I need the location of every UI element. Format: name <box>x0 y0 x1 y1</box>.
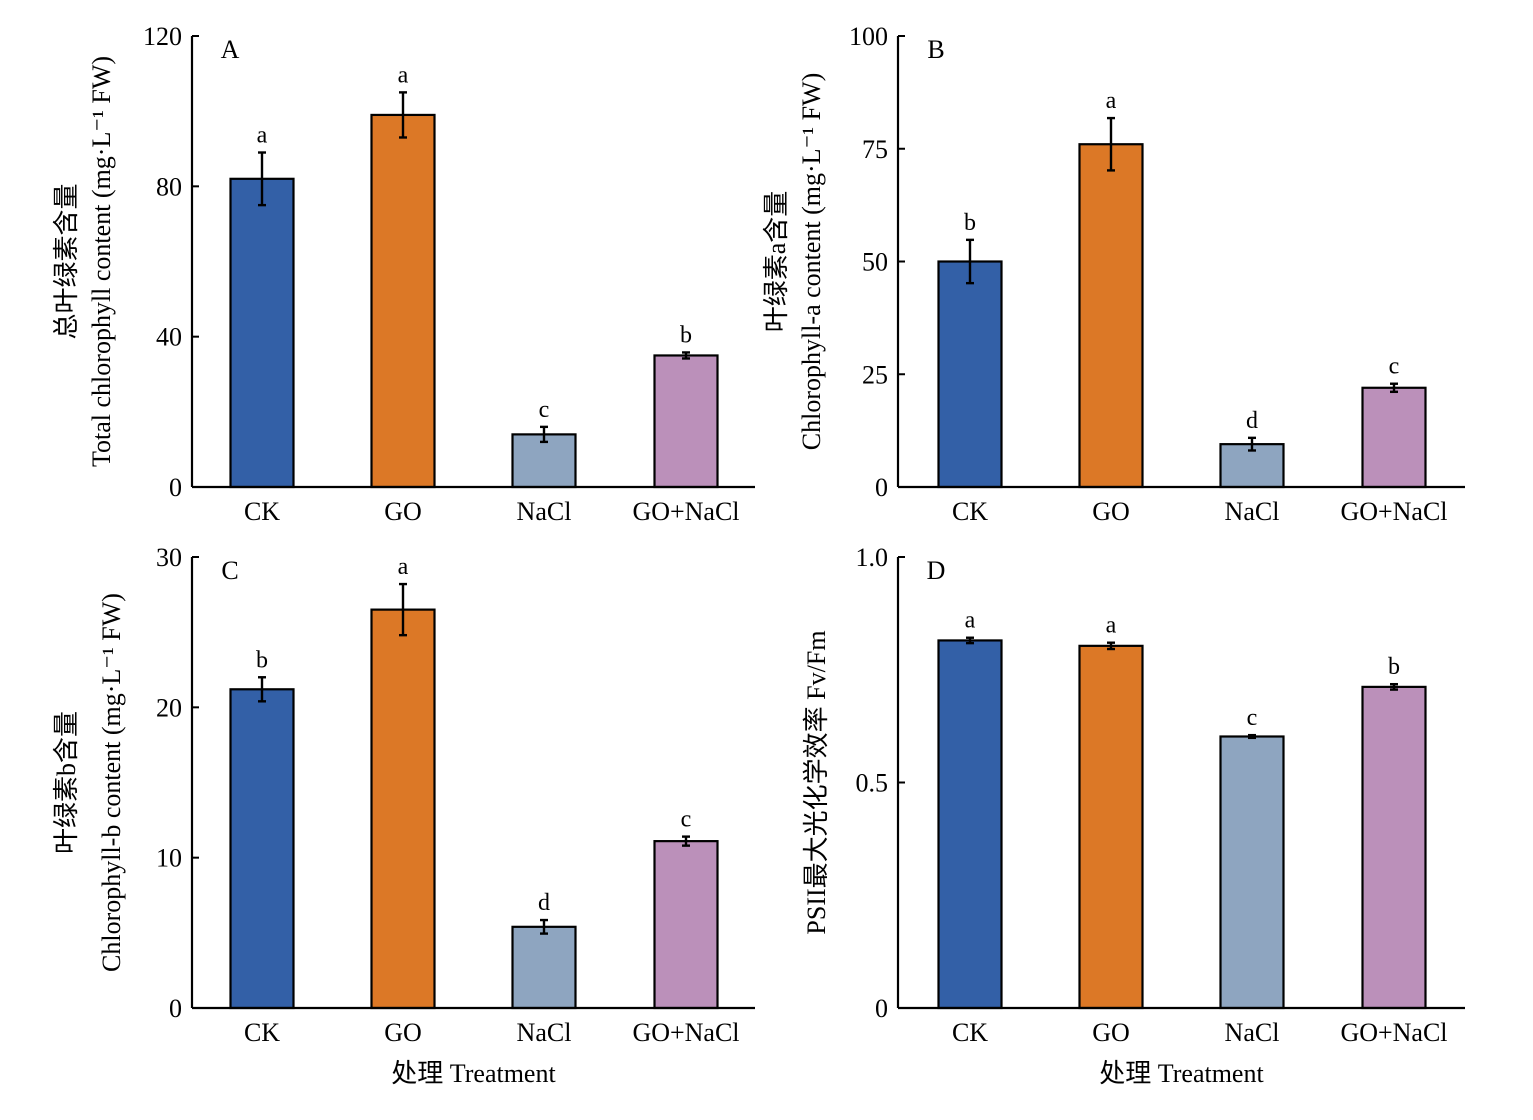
y-axis-label-line1: 总叶绿素含量 <box>52 183 81 339</box>
significance-letter: d <box>538 890 550 916</box>
category-label: NaCl <box>1225 1018 1280 1047</box>
bar-ck <box>229 177 295 489</box>
panel-letter: B <box>927 35 944 64</box>
category-label: CK <box>244 1018 280 1047</box>
significance-letter: b <box>256 647 268 673</box>
category-label: CK <box>952 497 988 526</box>
significance-letter: a <box>1106 613 1117 639</box>
y-tick-label: 120 <box>143 22 182 51</box>
y-tick-label: 80 <box>156 172 182 201</box>
category-label: GO <box>1092 497 1130 526</box>
y-tick-label: 0 <box>169 473 182 502</box>
bar-go <box>370 608 436 1010</box>
y-tick-label: 1.0 <box>856 543 889 572</box>
category-label: CK <box>244 497 280 526</box>
category-label: CK <box>952 1018 988 1047</box>
significance-letter: c <box>539 397 550 423</box>
y-tick-label: 75 <box>862 135 888 164</box>
y-tick-label: 50 <box>862 248 888 277</box>
y-axis-label-line2: Chlorophyll-a content (mg·L⁻¹ FW) <box>797 73 826 451</box>
panel-letter: A <box>221 35 240 64</box>
panel-letter: C <box>221 556 238 585</box>
bar-ck <box>229 688 295 1010</box>
y-tick-label: 10 <box>156 844 182 873</box>
y-tick-label: 20 <box>156 693 182 722</box>
significance-letter: a <box>398 554 409 580</box>
panel-d: a CK a GO c NaCl b GO+NaCl 0 0.5 1.0 D PSII最大光化学效率 F… <box>802 543 1465 1088</box>
x-axis-label: 处理 Treatment <box>391 1059 556 1088</box>
category-label: NaCl <box>1225 497 1280 526</box>
bar-ck <box>937 260 1003 489</box>
panel-a: a CK a GO c NaCl b GO+NaCl 0 40 80 120 A 总叶绿素含量 Total … <box>52 22 755 526</box>
significance-letter: a <box>257 123 268 149</box>
category-label: GO <box>384 1018 422 1047</box>
category-label: GO+NaCl <box>1340 1018 1447 1047</box>
category-label: GO <box>1092 1018 1130 1047</box>
panel-letter: D <box>927 556 946 585</box>
y-axis-label-line1: PSII最大光化学效率 Fv/Fm <box>802 630 831 934</box>
y-axis-label-line2: Chlorophyll-b content (mg·L⁻¹ FW) <box>97 593 126 972</box>
significance-letter: c <box>1247 705 1258 731</box>
bar-go-nacl <box>653 354 719 489</box>
panel-b: b CK a GO d NaCl c GO+NaCl 0 25 50 75 100 B 叶绿素a含量 Chlo… <box>762 22 1465 526</box>
bar-go-nacl <box>1361 685 1427 1010</box>
bar-go-nacl <box>1361 386 1427 489</box>
y-axis-label-line1: 叶绿素a含量 <box>762 191 791 333</box>
y-tick-label: 40 <box>156 323 182 352</box>
y-axis-label-line1: 叶绿素b含量 <box>52 711 81 854</box>
y-tick-label: 25 <box>862 360 888 389</box>
significance-letter: c <box>681 807 692 833</box>
y-tick-label: 0 <box>169 994 182 1023</box>
y-tick-label: 0 <box>875 473 888 502</box>
category-label: GO+NaCl <box>1340 497 1447 526</box>
category-label: NaCl <box>517 497 572 526</box>
significance-letter: a <box>1106 88 1117 114</box>
significance-letter: b <box>680 322 692 348</box>
category-label: NaCl <box>517 1018 572 1047</box>
significance-letter: b <box>1388 654 1400 680</box>
x-axis-label: 处理 Treatment <box>1099 1059 1264 1088</box>
significance-letter: b <box>964 210 976 236</box>
bar-ck <box>937 639 1003 1010</box>
category-label: GO+NaCl <box>632 497 739 526</box>
bar-go-nacl <box>653 840 719 1010</box>
panel-c: b CK a GO d NaCl c GO+NaCl 0 10 20 30 C 叶绿素b含量 Chlorop… <box>52 543 755 1088</box>
y-tick-label: 0 <box>875 994 888 1023</box>
bar-go <box>1078 143 1144 489</box>
bar-go <box>370 113 436 489</box>
category-label: GO <box>384 497 422 526</box>
significance-letter: c <box>1389 354 1400 380</box>
y-tick-label: 30 <box>156 543 182 572</box>
significance-letter: a <box>398 62 409 88</box>
significance-letter: d <box>1246 408 1258 434</box>
y-tick-label: 0.5 <box>856 769 889 798</box>
significance-letter: a <box>965 608 976 634</box>
bar-nacl <box>1219 735 1285 1010</box>
y-tick-label: 100 <box>849 22 888 51</box>
category-label: GO+NaCl <box>632 1018 739 1047</box>
bar-nacl <box>511 925 577 1010</box>
bar-go <box>1078 644 1144 1010</box>
y-axis-label-line2: Total chlorophyll content (mg·L⁻¹ FW) <box>87 56 116 467</box>
